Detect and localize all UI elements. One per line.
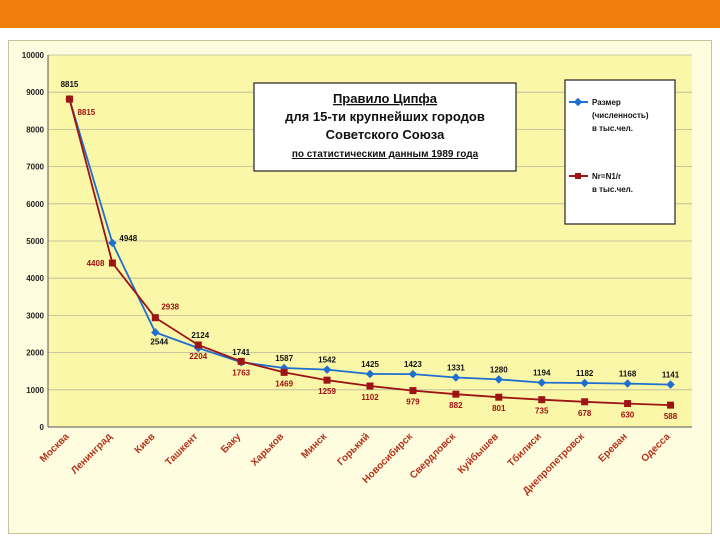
series-size-point xyxy=(537,378,546,387)
x-category-label: Харьков xyxy=(249,431,286,468)
data-label-size: 1141 xyxy=(662,371,680,380)
data-label-size: 4948 xyxy=(119,234,137,243)
series-zipf-point xyxy=(323,376,331,384)
series-size-point xyxy=(108,238,117,248)
data-label-size: 1425 xyxy=(361,360,379,369)
data-label-zipf: 8815 xyxy=(77,108,95,117)
series-size-point xyxy=(322,365,332,374)
data-label-size: 1542 xyxy=(318,356,336,365)
series-zipf-point xyxy=(581,398,589,406)
y-tick-label: 2000 xyxy=(26,349,44,358)
series-size-point xyxy=(666,380,675,389)
series-size-point xyxy=(151,328,160,337)
data-label-size: 1280 xyxy=(490,365,508,374)
data-label-size: 1182 xyxy=(576,369,594,378)
data-label-zipf: 882 xyxy=(449,401,463,410)
data-labels: 8815 4948 2544 2124 1741 1587 1542 1425 1423 1331… xyxy=(61,80,680,421)
top-accent-bar xyxy=(0,0,720,28)
data-label-size: 1423 xyxy=(404,360,422,369)
x-category-label: Куйбышев xyxy=(455,431,501,477)
data-label-zipf: 735 xyxy=(535,407,549,416)
x-category-label: Ташкент xyxy=(163,431,200,468)
legend-item-zipf: Nr=N1/r в тыс.чел. xyxy=(569,172,633,194)
x-category-label: Ленинград xyxy=(69,431,115,477)
y-tick-label: 9000 xyxy=(26,88,44,97)
y-tick-label: 0 xyxy=(40,423,45,432)
data-label-zipf: 630 xyxy=(621,411,635,420)
legend-size-line-1: Размер xyxy=(592,98,621,107)
data-label-size: 1741 xyxy=(232,348,250,357)
data-label-size: 1194 xyxy=(533,369,551,378)
data-label-zipf: 1259 xyxy=(318,387,336,396)
y-axis-ticks: 0 1000 2000 3000 4000 5000 6000 7000 8000 9000 100… xyxy=(22,51,45,432)
x-category-label: Москва xyxy=(38,431,72,465)
x-category-label: Горький xyxy=(335,431,372,468)
series-zipf-point xyxy=(65,95,73,103)
data-label-zipf: 2938 xyxy=(161,303,179,312)
series-size-point xyxy=(580,378,589,388)
x-category-label: Киев xyxy=(133,431,158,456)
data-label-size: 1331 xyxy=(447,363,465,372)
data-label-size: 1587 xyxy=(275,354,293,363)
legend-zipf-line-2: в тыс.чел. xyxy=(592,185,633,194)
data-label-zipf: 678 xyxy=(578,409,592,418)
title-line-4: по статистическим данным 1989 года xyxy=(292,149,479,160)
data-label-zipf: 801 xyxy=(492,404,506,413)
title-box: Правило Ципфа для 15-ти крупнейших город… xyxy=(253,82,517,172)
series-zipf-point xyxy=(194,341,202,349)
x-category-label: Одесса xyxy=(639,431,673,465)
title-line-3: Советского Союза xyxy=(326,127,445,142)
series-layer xyxy=(65,94,675,409)
series-zipf-point xyxy=(366,382,374,390)
legend-size-line-2: (численность) xyxy=(592,111,649,120)
data-label-zipf: 4408 xyxy=(87,259,105,268)
series-zipf-point xyxy=(237,357,245,365)
series-size-point xyxy=(623,379,632,388)
y-tick-label: 8000 xyxy=(26,125,44,134)
series-size-point xyxy=(451,373,461,382)
title-line-2: для 15-ти крупнейших городов xyxy=(285,109,485,124)
legend: Размер (численность) в тыс.чел. Nr=N1/r … xyxy=(564,79,676,225)
series-zipf-point xyxy=(624,400,632,408)
data-label-zipf: 1102 xyxy=(361,393,379,402)
data-label-zipf: 588 xyxy=(664,412,678,421)
y-tick-label: 10000 xyxy=(22,51,45,60)
series-zipf-point xyxy=(538,396,546,404)
x-category-label: Ереван xyxy=(597,431,630,464)
data-label-size: 2544 xyxy=(150,337,168,346)
y-tick-label: 5000 xyxy=(26,237,44,246)
x-category-label: Баку xyxy=(219,431,244,456)
legend-zipf-line-1: Nr=N1/r xyxy=(592,172,621,181)
series-zipf-point xyxy=(151,314,159,322)
x-category-label: Минск xyxy=(299,431,329,461)
data-label-zipf: 1469 xyxy=(275,379,293,388)
data-label-size: 2124 xyxy=(191,331,209,340)
legend-size-line-3: в тыс.чел. xyxy=(592,124,633,133)
series-zipf-point xyxy=(452,390,460,398)
series-zipf-point xyxy=(667,401,675,409)
y-tick-label: 3000 xyxy=(26,311,44,320)
x-category-label: Свердловск xyxy=(408,431,459,482)
title-line-1: Правило Ципфа xyxy=(333,91,438,106)
series-zipf-point xyxy=(495,393,503,401)
series-zipf-point xyxy=(409,387,417,395)
series-zipf-point xyxy=(108,259,116,267)
series-size-point xyxy=(365,369,375,379)
series-size-point xyxy=(494,375,504,384)
data-label-zipf: 979 xyxy=(406,398,420,407)
y-tick-label: 7000 xyxy=(26,163,44,172)
data-label-zipf: 2204 xyxy=(189,352,207,361)
data-label-zipf: 1763 xyxy=(232,368,250,377)
series-zipf-point xyxy=(280,368,288,376)
zipf-chart: 0 1000 2000 3000 4000 5000 6000 7000 8000 9000 100… xyxy=(22,51,692,497)
y-tick-label: 4000 xyxy=(26,274,44,283)
x-category-label: Тбилиси xyxy=(505,431,544,470)
series-size-point xyxy=(408,369,418,379)
data-label-size: 8815 xyxy=(61,80,79,89)
data-label-size: 1168 xyxy=(619,370,637,379)
y-tick-label: 1000 xyxy=(26,386,44,395)
y-tick-label: 6000 xyxy=(26,200,44,209)
